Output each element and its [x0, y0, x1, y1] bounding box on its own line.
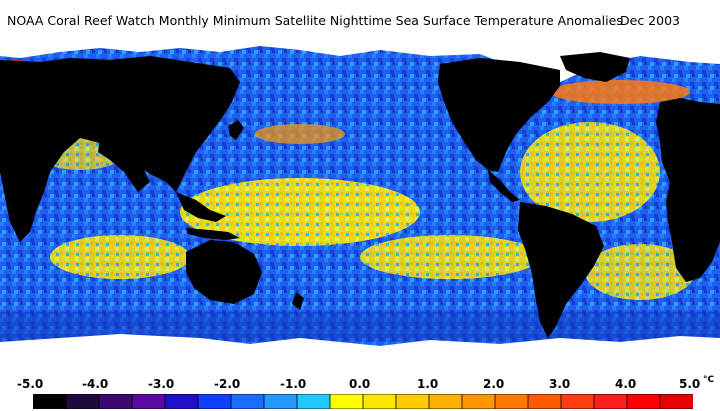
color-swatch: [131, 394, 166, 409]
color-swatch: [593, 394, 628, 409]
color-swatch: [527, 394, 562, 409]
legend-ticks: -5.0 -4.0 -3.0 -2.0 -1.0 0.0 1.0 2.0 3.0…: [0, 375, 720, 395]
color-swatch: [428, 394, 463, 409]
warm-anomaly-south-atlantic: [585, 244, 695, 300]
south-america: [518, 202, 604, 338]
title-text: NOAA Coral Reef Watch Monthly Minimum Sa…: [7, 13, 623, 28]
color-scale-bar: [33, 394, 693, 409]
tick-label: -1.0: [280, 377, 307, 391]
tick-label: -4.0: [82, 377, 109, 391]
tick-label: 4.0: [615, 377, 637, 391]
color-swatch: [65, 394, 100, 409]
color-swatch: [494, 394, 529, 409]
color-swatch: [230, 394, 265, 409]
tick-label: -5.0: [17, 377, 44, 391]
warm-anomaly-pacific: [180, 178, 420, 246]
tick-label: 1.0: [417, 377, 439, 391]
tick-label: -3.0: [148, 377, 175, 391]
central-america: [488, 170, 520, 202]
new-zealand: [292, 292, 304, 310]
color-swatch: [263, 394, 298, 409]
color-swatch: [98, 394, 133, 409]
north-america: [438, 58, 560, 172]
tick-label: 5.0: [679, 377, 701, 391]
japan: [228, 120, 244, 140]
color-swatch: [659, 394, 693, 409]
southeast-asia: [176, 192, 226, 222]
india: [98, 138, 150, 192]
color-swatch: [626, 394, 661, 409]
color-swatch: [164, 394, 199, 409]
color-swatch: [33, 394, 67, 409]
indonesia: [186, 228, 240, 240]
date-label: Dec 2003: [620, 13, 680, 28]
greenland: [560, 52, 630, 82]
warm-anomaly-atlantic: [520, 122, 660, 222]
warm-anomaly-indian: [50, 235, 190, 279]
tick-label: 3.0: [549, 377, 571, 391]
africa-europe-east: [656, 98, 720, 282]
hot-anomaly-north-atlantic: [550, 80, 690, 104]
color-swatch: [329, 394, 364, 409]
color-swatch: [461, 394, 496, 409]
color-swatch: [362, 394, 397, 409]
hot-anomaly-north-pacific: [255, 124, 345, 144]
australia: [186, 240, 262, 304]
warm-anomaly-south-pacific: [360, 235, 540, 279]
color-swatch: [560, 394, 595, 409]
unit-label: °C: [703, 375, 715, 385]
antarctic-ice: [0, 334, 720, 374]
tick-label: -2.0: [214, 377, 241, 391]
landmasses: [0, 52, 720, 338]
sst-anomaly-map: [0, 42, 720, 374]
map-title: NOAA Coral Reef Watch Monthly Minimum Sa…: [0, 0, 720, 42]
color-swatch: [296, 394, 331, 409]
color-swatch: [197, 394, 232, 409]
tick-label: 2.0: [483, 377, 505, 391]
tick-label: 0.0: [349, 377, 371, 391]
color-swatch: [395, 394, 430, 409]
